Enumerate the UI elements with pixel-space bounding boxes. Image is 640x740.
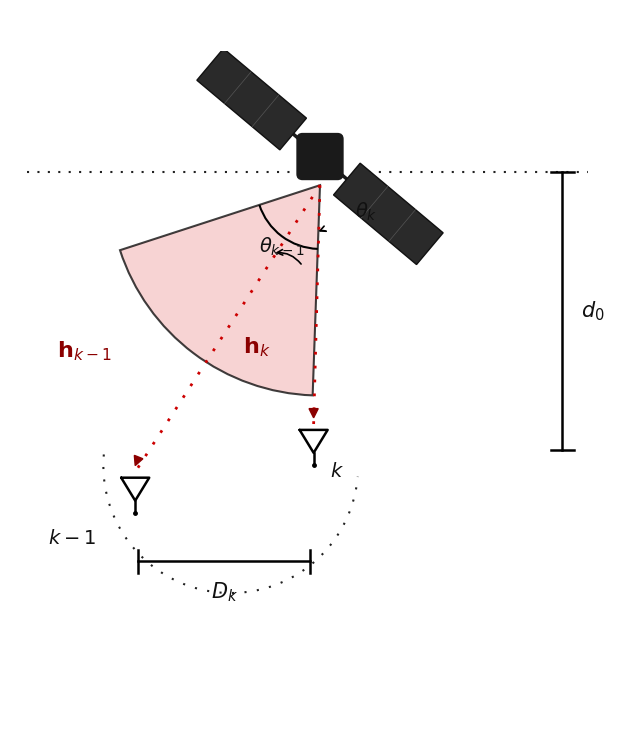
Text: $\theta_{k-1}$: $\theta_{k-1}$	[259, 236, 305, 258]
Text: $k-1$: $k-1$	[47, 529, 95, 548]
Text: $\mathbf{h}_{k-1}$: $\mathbf{h}_{k-1}$	[57, 339, 111, 363]
Text: $D_k$: $D_k$	[211, 580, 238, 604]
Wedge shape	[120, 185, 320, 395]
FancyBboxPatch shape	[298, 134, 342, 179]
Polygon shape	[309, 408, 318, 418]
Polygon shape	[333, 164, 443, 265]
Text: $\theta_k$: $\theta_k$	[355, 201, 378, 223]
Text: $\mathbf{h}_k$: $\mathbf{h}_k$	[243, 336, 270, 360]
Polygon shape	[197, 49, 307, 150]
Polygon shape	[134, 455, 143, 465]
Text: $k$: $k$	[330, 462, 344, 482]
Text: $d_0$: $d_0$	[581, 299, 605, 323]
